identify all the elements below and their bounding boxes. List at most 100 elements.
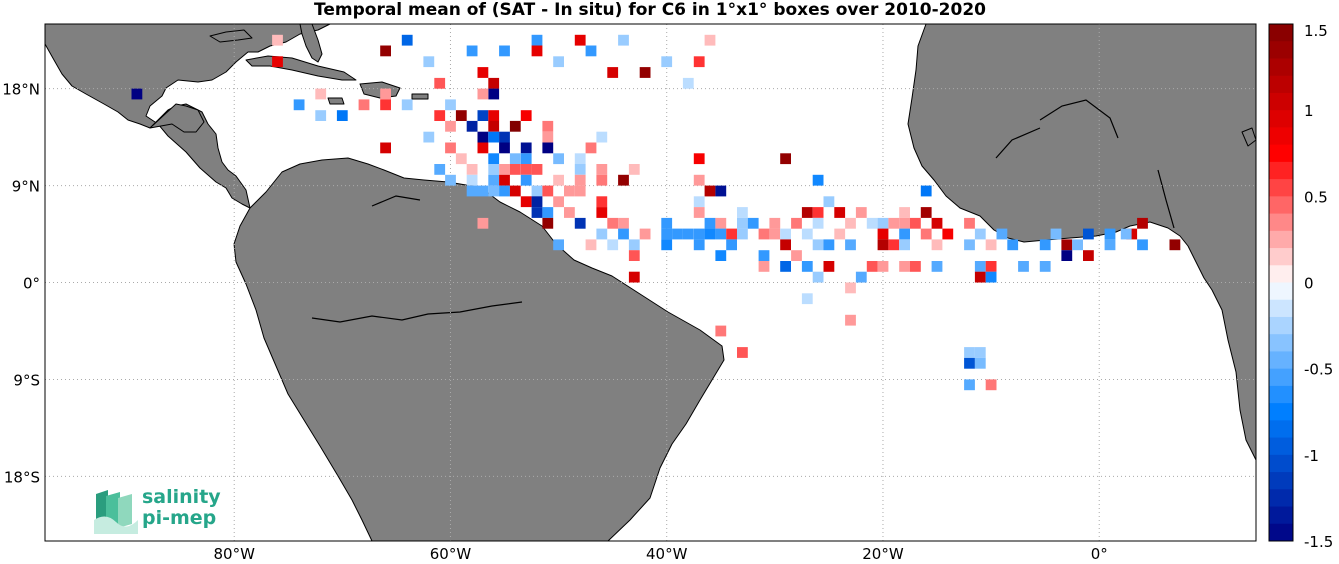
data-cell bbox=[866, 261, 878, 272]
data-cell bbox=[618, 34, 629, 46]
data-cell bbox=[315, 110, 327, 121]
data-cell bbox=[596, 174, 608, 186]
data-cell bbox=[661, 56, 673, 68]
data-cell bbox=[596, 164, 608, 175]
data-cell bbox=[520, 153, 532, 165]
data-cell bbox=[920, 228, 932, 240]
data-cell bbox=[737, 217, 748, 229]
data-cell bbox=[596, 131, 608, 143]
data-cell bbox=[985, 261, 997, 272]
colorbar-segment bbox=[1269, 24, 1293, 42]
data-cell bbox=[888, 239, 900, 251]
river-volta bbox=[1157, 169, 1175, 229]
lat-tick-label: 9°N bbox=[12, 178, 40, 196]
data-cell bbox=[1072, 239, 1083, 251]
data-cell bbox=[823, 261, 835, 272]
colorbar-segment bbox=[1269, 334, 1293, 352]
river-senegal bbox=[995, 127, 1041, 159]
lon-tick-label: 60°W bbox=[430, 545, 472, 563]
data-cell bbox=[574, 174, 586, 186]
data-cell bbox=[715, 325, 727, 337]
data-cell bbox=[985, 379, 997, 391]
data-cell bbox=[553, 174, 564, 186]
data-cell bbox=[737, 228, 748, 240]
coast-details bbox=[311, 99, 1175, 323]
data-cell bbox=[272, 56, 283, 68]
data-cell bbox=[574, 185, 586, 197]
data-cell bbox=[834, 207, 846, 218]
data-cell bbox=[899, 228, 910, 240]
colorbar-segment bbox=[1269, 248, 1293, 266]
landmass-florida bbox=[299, 23, 323, 63]
data-cell bbox=[466, 120, 478, 132]
data-cell bbox=[423, 131, 435, 143]
data-cell bbox=[823, 239, 835, 251]
data-cell bbox=[445, 174, 456, 186]
data-cell bbox=[358, 99, 370, 111]
data-cell bbox=[801, 293, 813, 305]
data-cell bbox=[715, 228, 727, 240]
data-cell bbox=[542, 131, 554, 143]
data-cell bbox=[509, 120, 521, 132]
data-cell bbox=[574, 164, 586, 175]
data-cell bbox=[747, 217, 759, 229]
data-cell bbox=[920, 185, 932, 197]
data-cell bbox=[499, 185, 510, 197]
data-cell bbox=[423, 56, 435, 68]
colorbar-segment bbox=[1269, 403, 1293, 421]
data-cell bbox=[1061, 239, 1073, 251]
data-cell bbox=[985, 239, 997, 251]
colorbar-tick-label: -1 bbox=[1304, 447, 1319, 465]
colorbar-tick-label: 1.5 bbox=[1304, 22, 1328, 40]
data-cell bbox=[553, 239, 564, 251]
data-cell bbox=[758, 250, 770, 261]
colorbar-segment bbox=[1269, 316, 1293, 335]
lon-tick-label: 0° bbox=[1091, 545, 1108, 563]
data-cell bbox=[834, 228, 846, 240]
data-cell bbox=[1039, 239, 1051, 251]
data-cell bbox=[477, 142, 489, 154]
data-cell bbox=[942, 228, 954, 240]
data-cell bbox=[488, 185, 500, 197]
data-cell bbox=[336, 110, 348, 121]
colorbar-tick-label: -0.5 bbox=[1304, 361, 1333, 379]
data-cell bbox=[877, 239, 889, 251]
data-cell bbox=[553, 153, 564, 165]
data-cell bbox=[499, 164, 510, 175]
data-cell bbox=[477, 110, 489, 121]
data-cell bbox=[477, 88, 489, 100]
colorbar-segment bbox=[1269, 472, 1293, 490]
data-cell bbox=[845, 217, 856, 229]
colorbar-segment bbox=[1269, 179, 1293, 197]
data-cell bbox=[488, 174, 500, 186]
data-cell bbox=[564, 207, 575, 218]
colorbar-segment bbox=[1269, 282, 1293, 301]
data-cell bbox=[726, 239, 737, 251]
data-cell bbox=[445, 99, 456, 111]
data-cell bbox=[434, 110, 446, 121]
data-cell bbox=[574, 153, 586, 165]
colorbar-segment bbox=[1269, 420, 1293, 439]
data-cell bbox=[888, 217, 900, 229]
data-cell bbox=[380, 88, 391, 100]
data-cell bbox=[488, 153, 500, 165]
data-cell bbox=[531, 185, 543, 197]
data-cell bbox=[574, 217, 586, 229]
data-cell bbox=[1050, 228, 1062, 240]
data-cell bbox=[380, 142, 391, 154]
data-cell bbox=[618, 174, 629, 186]
data-cell bbox=[931, 261, 943, 272]
colorbar-segment bbox=[1269, 41, 1293, 59]
data-cell bbox=[726, 228, 737, 240]
latitude-labels: 18°N 9°N 0° 9°S 18°S bbox=[2, 81, 40, 487]
landmass-south-america bbox=[233, 157, 725, 542]
colorbar-labels: 1.5 1 0.5 0 -0.5 -1 -1.5 bbox=[1304, 22, 1333, 551]
colorbar-tick-label: -1.5 bbox=[1304, 533, 1333, 551]
data-cell bbox=[866, 217, 878, 229]
data-cell bbox=[542, 120, 554, 132]
data-cell bbox=[704, 34, 716, 46]
colorbar-segment bbox=[1269, 368, 1293, 387]
data-cell bbox=[693, 174, 705, 186]
data-cell bbox=[920, 207, 932, 218]
